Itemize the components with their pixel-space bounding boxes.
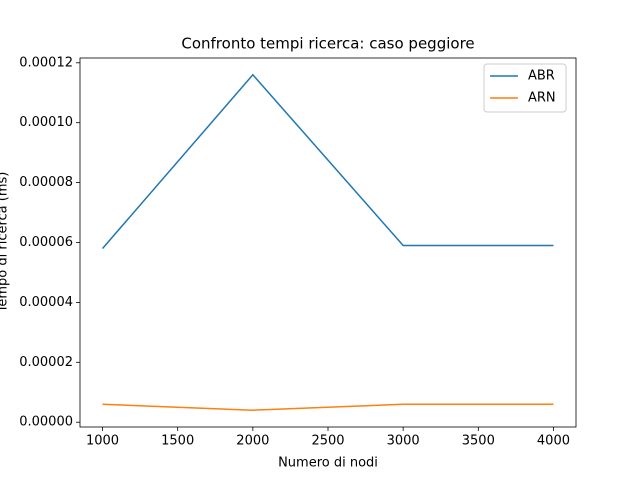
legend-label: ARN xyxy=(528,91,556,106)
x-tick-label: 1000 xyxy=(86,434,119,449)
data-line xyxy=(101,73,554,249)
x-tick-label: 4000 xyxy=(537,434,570,449)
y-tick-label: 0.00000 xyxy=(19,415,73,430)
x-axis-label: Numero di nodi xyxy=(278,456,378,471)
y-tick-label: 0.00006 xyxy=(19,235,73,250)
legend-label: ABR xyxy=(528,69,555,84)
x-tick-label: 1500 xyxy=(161,434,194,449)
data-line xyxy=(102,403,554,411)
y-tick-label: 0.00004 xyxy=(19,295,73,310)
x-tick-label: 3500 xyxy=(462,434,495,449)
y-tick-label: 0.00012 xyxy=(19,55,73,70)
y-tick-label: 0.00010 xyxy=(19,115,73,130)
y-axis-label: Tempo di ricerca (ms) xyxy=(0,172,11,314)
y-tick-label: 0.00008 xyxy=(19,175,73,190)
y-tick-label: 0.00002 xyxy=(19,355,73,370)
x-tick-label: 2000 xyxy=(236,434,269,449)
chart-title: Confronto tempi ricerca: caso peggiore xyxy=(181,35,474,53)
x-tick-label: 2500 xyxy=(311,434,344,449)
x-tick-label: 3000 xyxy=(387,434,420,449)
